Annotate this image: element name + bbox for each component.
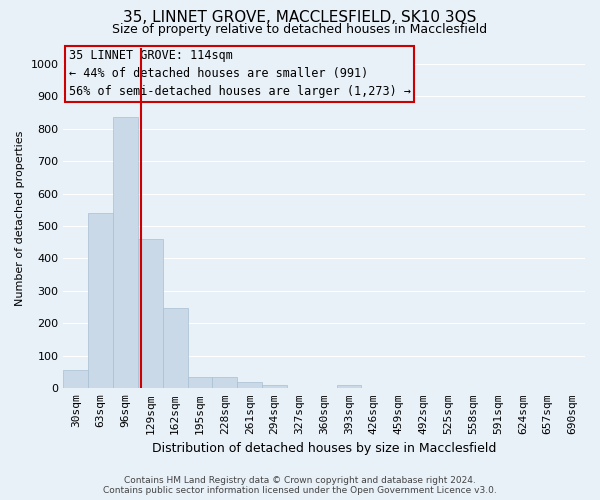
Bar [237,382,262,388]
Bar [138,239,163,388]
Bar [88,213,113,388]
Text: Size of property relative to detached houses in Macclesfield: Size of property relative to detached ho… [112,22,488,36]
Y-axis label: Number of detached properties: Number of detached properties [15,130,25,306]
Text: 35, LINNET GROVE, MACCLESFIELD, SK10 3QS: 35, LINNET GROVE, MACCLESFIELD, SK10 3QS [124,10,476,25]
Bar [212,377,237,388]
Text: Contains HM Land Registry data © Crown copyright and database right 2024.
Contai: Contains HM Land Registry data © Crown c… [103,476,497,495]
Bar [262,385,287,388]
Bar [163,308,188,388]
Bar [188,377,212,388]
Bar [337,385,361,388]
Text: 35 LINNET GROVE: 114sqm
← 44% of detached houses are smaller (991)
56% of semi-d: 35 LINNET GROVE: 114sqm ← 44% of detache… [68,49,410,98]
X-axis label: Distribution of detached houses by size in Macclesfield: Distribution of detached houses by size … [152,442,496,455]
Bar [64,370,88,388]
Bar [113,118,138,388]
